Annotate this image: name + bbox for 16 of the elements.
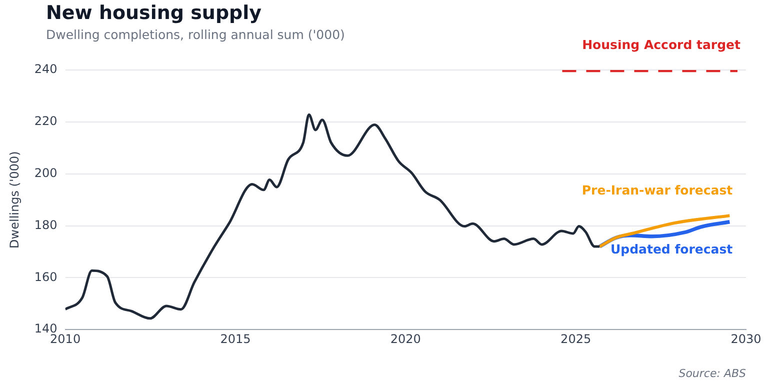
y-tick-label: 240	[34, 62, 58, 76]
x-tick-label: 2025	[560, 332, 592, 346]
chart-title: New housing supply	[46, 2, 262, 24]
y-tick-label: 220	[34, 114, 58, 128]
source-note: Source: ABS	[678, 367, 746, 380]
x-tick-label: 2010	[50, 332, 81, 346]
x-tick-label: 2020	[390, 332, 421, 346]
x-tick-label: 2015	[220, 332, 251, 346]
y-tick-label: 160	[34, 270, 58, 284]
y-tick-label: 180	[34, 218, 58, 232]
series-label: Updated forecast	[610, 241, 733, 256]
chart-subtitle: Dwelling completions, rolling annual sum ('000)	[46, 27, 345, 42]
series-label: Pre-Iran-war forecast	[582, 182, 733, 198]
y-axis-title: Dwellings ('000)	[7, 151, 22, 248]
x-tick-label: 2030	[730, 332, 762, 346]
y-tick-label: 200	[34, 166, 58, 180]
